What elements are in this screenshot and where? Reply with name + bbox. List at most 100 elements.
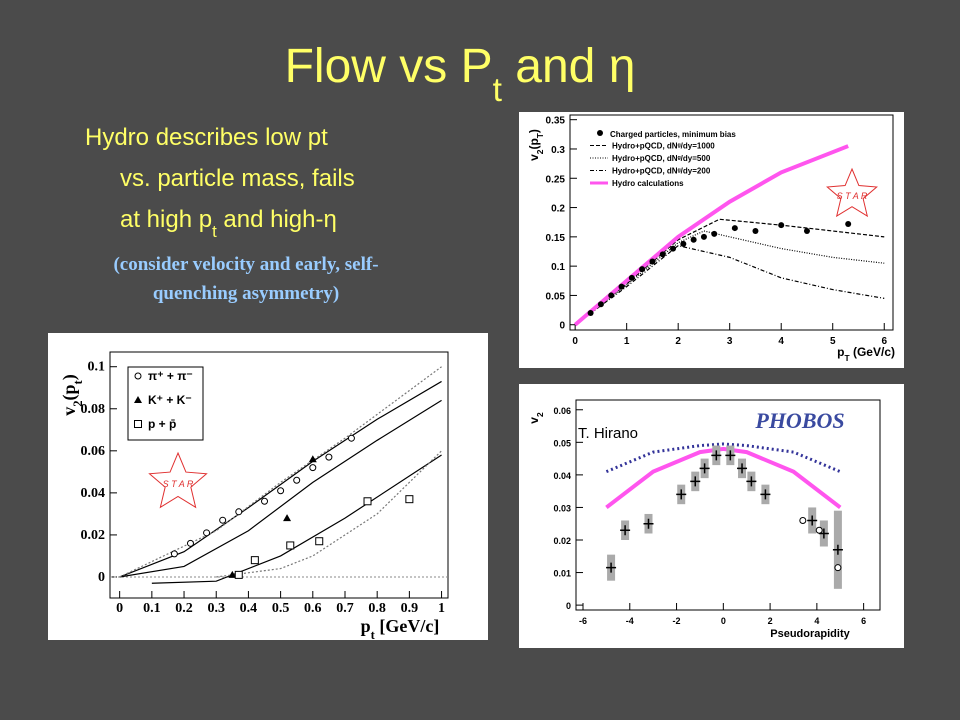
- y-tick-label: 0.05: [546, 291, 566, 302]
- marker: [670, 245, 677, 252]
- marker: [746, 476, 757, 487]
- x-tick-label: 6: [881, 336, 887, 347]
- x-axis-label-part: t: [371, 628, 376, 642]
- y-tick-label: 0.06: [553, 406, 571, 416]
- note-line: quenching asymmetry): [153, 283, 339, 304]
- marker: [699, 463, 710, 474]
- marker: [618, 283, 625, 290]
- curve: [119, 399, 442, 578]
- y-tick-label: 0: [566, 601, 571, 611]
- x-tick-label: 2: [675, 336, 681, 347]
- marker: [628, 274, 635, 281]
- marker: [676, 489, 687, 500]
- bullet-line-part: and high-η: [217, 206, 337, 233]
- legend-label: Charged particles, minimum bias: [610, 130, 736, 139]
- y-tick-label: 0.06: [81, 444, 106, 459]
- legend-label: Hydro+pQCD, dNᵍ/dy=200: [612, 167, 711, 176]
- logo-star: [148, 451, 208, 509]
- marker: [363, 497, 372, 506]
- x-tick-label: 0.5: [272, 601, 290, 616]
- figure-background: [519, 384, 904, 648]
- x-axis-label-part: T: [845, 353, 851, 363]
- marker: [725, 450, 736, 461]
- x-axis-label: pt [GeV/c]: [361, 616, 440, 642]
- marker: [845, 220, 852, 227]
- x-axis-label-part: (GeV/c): [850, 345, 895, 359]
- y-axis-label-part: v: [527, 154, 541, 161]
- marker: [815, 526, 823, 534]
- marker: [760, 489, 771, 500]
- y-tick-label: 0.01: [553, 569, 571, 579]
- marker: [680, 240, 687, 247]
- marker: [597, 301, 604, 308]
- x-tick-label: 0.6: [304, 601, 322, 616]
- logo-text: PHOBOS: [754, 408, 844, 433]
- x-tick-label: 5: [830, 336, 836, 347]
- y-axis-label-part: 2: [535, 149, 545, 154]
- x-tick-label: 1: [624, 336, 630, 347]
- legend-label: Hydro+pQCD, dNᵍ/dy=500: [612, 154, 711, 163]
- logo-text: S T A R: [163, 479, 194, 489]
- y-tick-label: 0.1: [88, 360, 106, 375]
- legend-marker: [597, 130, 603, 136]
- curve: [573, 144, 849, 327]
- marker: [620, 525, 631, 536]
- marker: [186, 539, 194, 547]
- x-tick-label: 3: [727, 336, 733, 347]
- marker: [832, 544, 843, 555]
- legend-label: Hydro calculations: [612, 179, 684, 188]
- y-axis-label-part: 2: [535, 412, 545, 417]
- bullet-line: Hydro describes low pt: [85, 124, 328, 151]
- curve: [574, 244, 885, 326]
- legend-marker: [134, 396, 142, 403]
- y-axis-label-part: (p: [59, 384, 80, 400]
- y-axis-label: v2: [527, 412, 545, 424]
- marker: [219, 516, 227, 524]
- marker: [778, 222, 785, 229]
- y-tick-label: 0.02: [553, 536, 571, 546]
- marker: [315, 537, 324, 546]
- marker: [737, 463, 748, 474]
- slide-title-part: t: [493, 72, 503, 109]
- annotation: T. Hirano: [578, 425, 638, 442]
- marker: [690, 476, 701, 487]
- marker: [228, 570, 237, 578]
- y-tick-label: 0.08: [81, 402, 106, 417]
- legend-label: K⁺ + K⁻: [148, 393, 192, 407]
- x-tick-label: 0.1: [143, 601, 161, 616]
- y-tick-label: 0.05: [553, 438, 571, 448]
- marker: [700, 233, 707, 240]
- marker: [711, 450, 722, 461]
- bullet-line: at high pt and high-η: [120, 206, 337, 241]
- y-axis-label-part: T: [535, 132, 545, 138]
- x-tick-label: 4: [814, 616, 819, 626]
- x-tick-label: 0.2: [175, 601, 193, 616]
- marker: [606, 562, 617, 573]
- marker: [283, 514, 292, 522]
- x-axis-label: pT (GeV/c): [837, 345, 895, 363]
- legend-label: π⁺ + π⁻: [148, 369, 193, 383]
- marker: [277, 487, 285, 495]
- figure-background: [48, 333, 488, 640]
- y-tick-label: 0: [559, 321, 565, 332]
- slide-title: Flow vs Pt and η: [285, 40, 636, 109]
- y-tick-label: 0.35: [546, 116, 566, 127]
- marker: [308, 455, 317, 463]
- marker: [286, 541, 295, 550]
- bullet-line-part: vs. particle mass, fails: [120, 165, 355, 192]
- marker: [807, 515, 818, 526]
- slide-title-part: and η: [502, 40, 635, 93]
- marker: [639, 266, 646, 273]
- x-axis-label: Pseudorapidity: [770, 628, 850, 640]
- y-axis-label-part: v: [527, 417, 541, 424]
- y-tick-label: 0.1: [551, 262, 565, 273]
- y-tick-label: 0: [98, 570, 105, 585]
- y-tick-label: 0.3: [551, 145, 565, 156]
- y-axis-label-part: (p: [527, 138, 541, 149]
- legend-label: p + p̄: [148, 417, 176, 431]
- x-tick-label: -6: [579, 616, 587, 626]
- marker: [711, 230, 718, 237]
- plot-frame: [575, 399, 881, 611]
